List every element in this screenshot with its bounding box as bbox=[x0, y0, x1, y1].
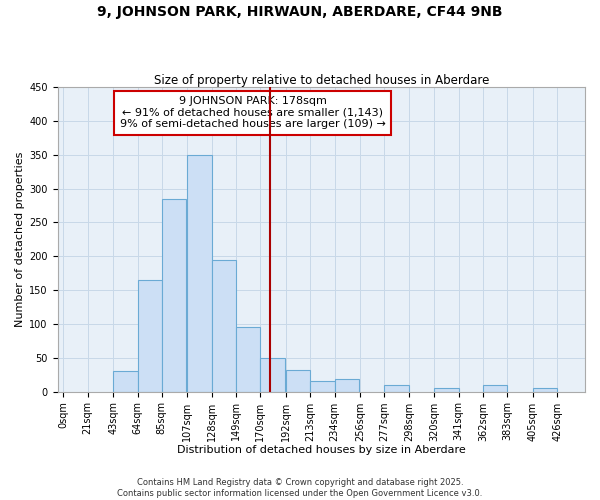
Title: Size of property relative to detached houses in Aberdare: Size of property relative to detached ho… bbox=[154, 74, 489, 87]
Bar bbox=[236, 328, 260, 392]
Bar bbox=[335, 378, 359, 392]
Y-axis label: Number of detached properties: Number of detached properties bbox=[15, 152, 25, 327]
Bar bbox=[385, 385, 409, 392]
Bar bbox=[533, 388, 557, 392]
Bar bbox=[260, 358, 285, 392]
Bar bbox=[483, 385, 508, 392]
Bar bbox=[212, 260, 236, 392]
Bar bbox=[162, 198, 186, 392]
X-axis label: Distribution of detached houses by size in Aberdare: Distribution of detached houses by size … bbox=[177, 445, 466, 455]
Text: Contains HM Land Registry data © Crown copyright and database right 2025.
Contai: Contains HM Land Registry data © Crown c… bbox=[118, 478, 482, 498]
Bar bbox=[286, 370, 310, 392]
Bar bbox=[310, 382, 335, 392]
Text: 9, JOHNSON PARK, HIRWAUN, ABERDARE, CF44 9NB: 9, JOHNSON PARK, HIRWAUN, ABERDARE, CF44… bbox=[97, 5, 503, 19]
Bar bbox=[113, 372, 137, 392]
Bar bbox=[187, 154, 212, 392]
Bar bbox=[137, 280, 162, 392]
Bar bbox=[434, 388, 458, 392]
Text: 9 JOHNSON PARK: 178sqm
← 91% of detached houses are smaller (1,143)
9% of semi-d: 9 JOHNSON PARK: 178sqm ← 91% of detached… bbox=[120, 96, 386, 130]
